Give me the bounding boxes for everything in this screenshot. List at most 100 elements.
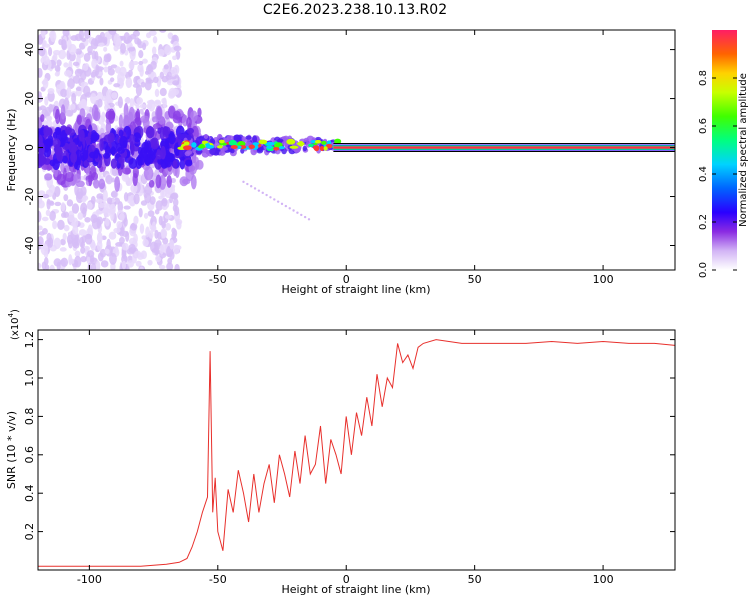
colorbar-ticks: 0.0 0.2 0.4 0.6 0.8 <box>698 70 737 278</box>
spectrogram-noise-blob <box>161 97 167 104</box>
spectrogram-core-blob <box>150 137 159 150</box>
snr-x-tick-label: 0 <box>343 573 350 586</box>
spectrogram-noise-blob <box>38 111 41 118</box>
spectrogram-x-tick-label: -50 <box>209 273 227 286</box>
spectrogram-core-blob <box>105 145 111 155</box>
spectrogram-noise-blob <box>147 259 153 266</box>
spectrogram-noise-blob <box>170 66 177 77</box>
spectrogram-noise-blob <box>38 196 43 205</box>
spectrogram-noise-blob <box>68 254 73 266</box>
spectrogram-core-blob <box>38 155 46 166</box>
spectrogram-noise-blob <box>71 92 77 104</box>
spectrogram-noise-blob <box>162 237 169 245</box>
spectrogram-noise-blob <box>95 64 100 76</box>
snr-x-tick-label: -100 <box>77 573 102 586</box>
spectrogram-noise-blob <box>121 260 127 270</box>
spectrogram-band-blob <box>240 148 245 154</box>
spectrogram-core-blob <box>82 149 89 161</box>
spectrogram-noise-blob <box>147 210 155 217</box>
spectrogram-noise-blob <box>106 238 111 251</box>
spectrogram-noise-blob <box>155 105 163 122</box>
spectrogram-noise-blob <box>72 225 79 236</box>
spectrogram-noise-blob <box>38 262 42 269</box>
spectrogram-noise-blob <box>87 224 93 237</box>
spectrogram-core-blob <box>184 159 193 167</box>
spectrogram-noise-blob <box>42 194 50 199</box>
spectrogram-noise-blob <box>170 177 176 184</box>
spectrogram-noise-blob <box>128 106 135 122</box>
spectrogram-noise-blob <box>164 214 172 219</box>
svg-text:(x104): (x104) <box>7 309 21 340</box>
spectrogram-core-blob <box>118 129 124 137</box>
spectrogram-trail-dot <box>265 193 268 197</box>
spectrogram-noise-blob <box>139 223 145 234</box>
spectrogram-core-blob <box>90 132 100 142</box>
spectrogram-noise-blob <box>80 186 87 196</box>
spectrogram-noise-blob <box>106 197 113 204</box>
spectrogram-noise-blob <box>130 184 138 194</box>
spectrogram-noise-blob <box>38 67 43 78</box>
spectrogram-core-blob <box>162 126 169 138</box>
spectrogram-noise-blob <box>160 229 167 239</box>
spectrogram-noise-blob <box>157 231 162 240</box>
spectrogram-noise-blob <box>176 220 182 230</box>
spectrogram-noise-blob <box>42 43 51 48</box>
spectrogram-peak-blob <box>273 146 280 151</box>
spectrogram-noise-blob <box>44 173 53 181</box>
spectrogram-noise-blob <box>77 212 84 220</box>
spectrogram-core-blob <box>186 127 194 135</box>
spectrogram-trail-dot <box>246 182 249 186</box>
spectrogram-noise-blob <box>146 32 152 39</box>
spectrogram-noise-blob <box>66 86 72 99</box>
spectrogram-core-blob <box>99 138 104 152</box>
spectrogram-noise-blob <box>113 227 121 234</box>
spectrogram-y-tick-label: 20 <box>23 92 36 106</box>
spectrogram-noise-blob <box>38 35 44 45</box>
spectrogram-noise-blob <box>66 199 74 207</box>
spectrogram-noise-blob <box>63 224 70 232</box>
spectrogram-peak-blob <box>314 139 322 144</box>
spectrogram-noise-blob <box>46 115 53 122</box>
spectrogram-noise-blob <box>73 174 78 183</box>
spectrogram-noise-blob <box>90 71 96 78</box>
spectrogram-noise-blob <box>42 77 49 89</box>
spectrogram-core-blob <box>49 159 56 167</box>
spectrogram-noise-blob <box>151 248 157 253</box>
spectrogram-peak-blob <box>310 139 317 144</box>
spectrogram-noise-blob <box>118 114 124 129</box>
spectrogram-noise-blob <box>59 247 67 252</box>
spectrogram-noise-blob <box>93 110 101 122</box>
spectrogram-noise-blob <box>139 266 144 270</box>
spectrogram-noise-blob <box>121 254 128 264</box>
spectrogram-peak-blob <box>312 145 320 150</box>
spectrogram-peak-blob <box>201 140 209 144</box>
spectrogram-noise-blob <box>71 203 80 214</box>
spectrogram-noise-blob <box>142 238 149 247</box>
spectrogram-noise-blob <box>132 83 140 88</box>
spectrogram-x-tick-label: 50 <box>468 273 482 286</box>
spectrogram-noise-blob <box>141 58 148 64</box>
spectrogram-noise-blob <box>63 194 69 202</box>
spectrogram-noise-blob <box>65 109 74 117</box>
spectrogram-band-blob <box>218 151 226 156</box>
spectrogram-noise-blob <box>182 178 191 185</box>
spectrogram-noise-blob <box>138 60 144 66</box>
snr-y-label: SNR (10 * v/v) <box>5 411 18 489</box>
spectrogram-noise-blob <box>60 238 66 246</box>
snr-y-ticks: 0.2 0.4 0.6 0.8 1.0 1.2 <box>23 331 675 540</box>
spectrogram-noise-blob <box>57 219 65 230</box>
spectrogram-y-tick-label: -20 <box>23 188 36 206</box>
spectrogram-noise-blob <box>132 165 139 179</box>
spectrogram-noise-blob <box>134 250 142 258</box>
spectrogram-peak-blob <box>334 138 342 145</box>
spectrogram-noise-blob <box>74 250 81 257</box>
spectrogram-band-blob <box>230 148 235 154</box>
spectrogram-trail-dot <box>249 185 253 188</box>
spectrogram-core-blob <box>61 155 68 164</box>
spectrogram-noise-blob <box>52 220 58 230</box>
spectrogram-noise-blob <box>147 79 154 84</box>
spectrogram-noise-blob <box>70 103 76 110</box>
spectrogram-noise-blob <box>105 174 113 185</box>
spectrogram-noise-blob <box>173 244 180 255</box>
spectrogram-noise-blob <box>61 212 67 218</box>
